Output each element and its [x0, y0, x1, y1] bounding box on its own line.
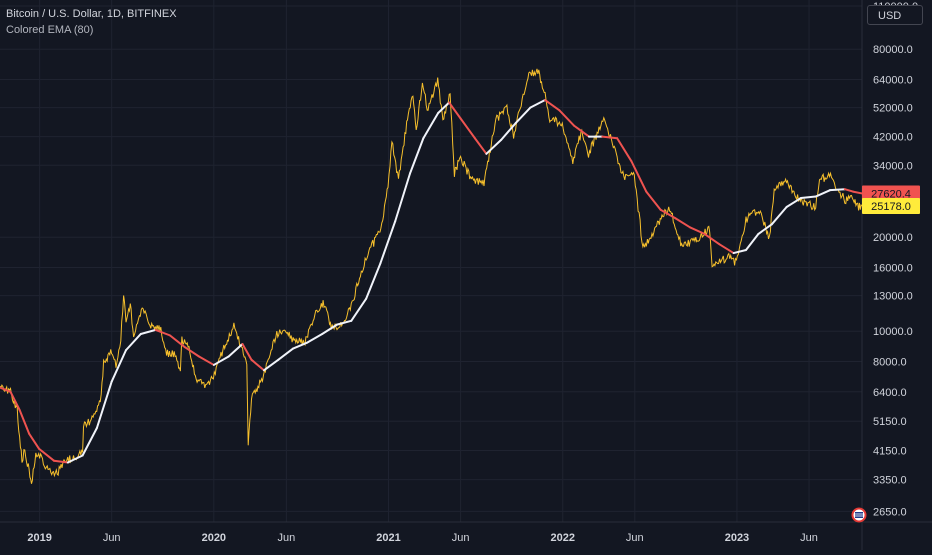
- last-price-tag-bg: [862, 198, 920, 215]
- x-tick-label: Jun: [800, 532, 818, 544]
- last-price-tag: 25178.0: [871, 201, 911, 213]
- x-tick-label: Jun: [626, 532, 644, 544]
- ema-segment: [601, 135, 619, 140]
- y-tick-label: 5150.0: [873, 416, 907, 428]
- y-tick-label: 8000.0: [873, 357, 907, 369]
- ema-segment: [292, 341, 309, 350]
- currency-button[interactable]: USD: [867, 5, 923, 25]
- ema-segment: [335, 319, 353, 326]
- ema-segment: [448, 101, 462, 120]
- y-tick-label: 80000.0: [873, 44, 913, 56]
- ema-segment: [183, 346, 201, 358]
- ema-last-value-tag: 27620.4: [871, 188, 911, 200]
- y-tick-label: 3350.0: [873, 475, 907, 487]
- ema-segment: [757, 223, 773, 235]
- x-tick-label: 2021: [376, 532, 400, 544]
- x-tick-label: 2022: [550, 532, 574, 544]
- ema-segment: [379, 220, 397, 265]
- ema-segment: [573, 124, 590, 138]
- ema-segment: [306, 332, 324, 344]
- ema-segment: [829, 188, 846, 192]
- ema-segment: [799, 195, 817, 200]
- ema-segment: [437, 101, 451, 114]
- ema-segment: [659, 208, 677, 220]
- ema-segment: [645, 190, 662, 211]
- ema-segment: [52, 459, 69, 464]
- x-tick-label: Jun: [452, 532, 470, 544]
- y-tick-label: 2650.0: [873, 506, 907, 518]
- ema-segment: [843, 188, 854, 193]
- ema-segment: [241, 343, 253, 361]
- y-tick-label: 16000.0: [873, 262, 913, 274]
- indicator-label[interactable]: Colored EMA (80): [6, 24, 94, 36]
- y-tick-label: 4150.0: [873, 446, 907, 458]
- ema-segment: [250, 358, 265, 372]
- ema-segment: [785, 197, 802, 208]
- ema-segment: [9, 390, 21, 411]
- ema-segment: [277, 347, 295, 361]
- ema-segment: [365, 262, 382, 300]
- ema-segment: [321, 323, 338, 335]
- ema-segment: [473, 137, 488, 155]
- ema-segment: [558, 109, 576, 127]
- ema-segment: [0, 386, 12, 393]
- ema-segment: [227, 343, 244, 358]
- ema-segment: [168, 334, 186, 349]
- ema-segment: [814, 189, 832, 198]
- economic-events-icon[interactable]: [851, 507, 867, 523]
- ema-segment: [212, 355, 230, 366]
- x-tick-label: Jun: [103, 532, 121, 544]
- ema-segment: [38, 447, 55, 462]
- ema-segment: [529, 99, 547, 109]
- x-tick-label: Jun: [278, 532, 296, 544]
- chart-legend: Bitcoin / U.S. Dollar, 1D, BITFINEX Colo…: [6, 6, 177, 38]
- ema-segment: [422, 111, 440, 140]
- ema-segment: [139, 328, 157, 335]
- ema-segment: [198, 355, 215, 366]
- ema-segment: [703, 232, 721, 246]
- y-tick-label: 10000.0: [873, 326, 913, 338]
- x-tick-label: 2020: [202, 532, 226, 544]
- y-tick-label: 6400.0: [873, 387, 907, 399]
- ema-segment: [262, 358, 280, 372]
- ema-segment: [851, 190, 863, 195]
- y-tick-label: 42000.0: [873, 132, 913, 144]
- y-tick-label: 13000.0: [873, 291, 913, 303]
- x-tick-label: 2019: [27, 532, 51, 544]
- price-line: [0, 68, 863, 484]
- ema-segment: [514, 106, 532, 124]
- y-tick-label: 52000.0: [873, 103, 913, 115]
- symbol-title[interactable]: Bitcoin / U.S. Dollar, 1D, BITFINEX: [6, 8, 177, 20]
- y-tick-label: 34000.0: [873, 160, 913, 172]
- ema-segment: [110, 349, 128, 383]
- ema-segment: [125, 332, 142, 352]
- ema-segment: [485, 138, 503, 155]
- ema-segment: [544, 99, 561, 112]
- ema-segment: [408, 137, 425, 175]
- ema-segment: [95, 380, 113, 429]
- ema-segment: [770, 205, 788, 226]
- ema-segment: [18, 408, 31, 435]
- ema-segment: [500, 121, 517, 141]
- ema-segment: [81, 426, 98, 457]
- ema-segment: [630, 160, 648, 193]
- y-tick-label: 64000.0: [873, 74, 913, 86]
- ema-segment: [745, 232, 760, 252]
- ema-segment: [732, 249, 748, 255]
- ema-segment: [28, 432, 41, 450]
- y-tick-label: 20000.0: [873, 232, 913, 244]
- ema-segment: [674, 217, 692, 229]
- ema-segment: [616, 137, 633, 163]
- ema-last-value-tag-bg: [862, 185, 920, 202]
- ema-segment: [718, 243, 735, 255]
- ema-segment: [689, 226, 706, 235]
- ema-segment: [394, 172, 411, 223]
- x-tick-label: 2023: [725, 532, 749, 544]
- ema-segment: [66, 454, 84, 464]
- ema-segment: [459, 117, 476, 140]
- ema-segment: [154, 328, 171, 337]
- ema-segment: [350, 297, 368, 322]
